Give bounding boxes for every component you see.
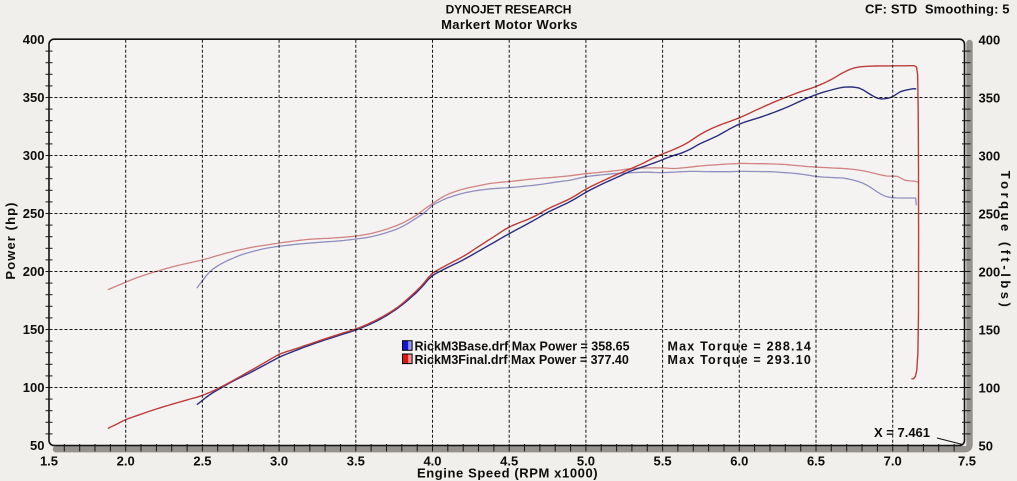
svg-text:400: 400 [23,32,45,47]
svg-text:150: 150 [979,323,1001,338]
svg-text:200: 200 [979,265,1001,280]
svg-text:RickM3Final.drf Max Power = 37: RickM3Final.drf Max Power = 377.40 [415,353,629,367]
svg-text:4.0: 4.0 [423,454,441,469]
svg-text:X = 7.461: X = 7.461 [874,425,930,440]
svg-text:3.0: 3.0 [270,454,288,469]
svg-text:2.5: 2.5 [193,454,211,469]
svg-text:3.5: 3.5 [347,454,365,469]
svg-text:400: 400 [979,33,1001,48]
svg-text:7.0: 7.0 [884,454,902,469]
svg-text:Power (hp): Power (hp) [3,201,18,279]
svg-text:Max Torque = 288.14: Max Torque = 288.14 [668,340,813,354]
svg-text:50: 50 [979,439,993,454]
svg-text:RickM3Base.drf Max Power = 358: RickM3Base.drf Max Power = 358.65 [415,340,630,354]
svg-text:Torque (ft-lbs): Torque (ft-lbs) [998,171,1013,311]
svg-text:5.0: 5.0 [577,454,595,469]
svg-text:DYNOJET RESEARCH: DYNOJET RESEARCH [446,3,572,17]
svg-text:300: 300 [979,149,1001,164]
svg-text:7.5: 7.5 [958,454,976,469]
svg-text:350: 350 [979,91,1001,106]
svg-text:100: 100 [979,381,1001,396]
svg-text:6.5: 6.5 [807,454,825,469]
svg-text:100: 100 [23,380,45,395]
svg-text:Markert Motor Works: Markert Motor Works [441,17,578,32]
svg-text:250: 250 [23,206,45,221]
svg-text:350: 350 [23,90,45,105]
svg-text:4.5: 4.5 [500,454,518,469]
svg-text:200: 200 [23,264,45,279]
svg-text:Max Torque = 293.10: Max Torque = 293.10 [668,353,813,367]
svg-text:Engine Speed (RPM x1000): Engine Speed (RPM x1000) [417,466,598,481]
svg-text:1.5: 1.5 [40,454,58,469]
svg-text:2.0: 2.0 [117,454,135,469]
svg-text:50: 50 [30,438,44,453]
svg-text:150: 150 [23,322,45,337]
svg-text:CF: STD Smoothing: 5: CF: STD Smoothing: 5 [865,2,1010,17]
svg-text:250: 250 [979,207,1001,222]
svg-text:6.0: 6.0 [730,454,748,469]
svg-text:5.5: 5.5 [654,454,672,469]
svg-text:300: 300 [23,148,45,163]
